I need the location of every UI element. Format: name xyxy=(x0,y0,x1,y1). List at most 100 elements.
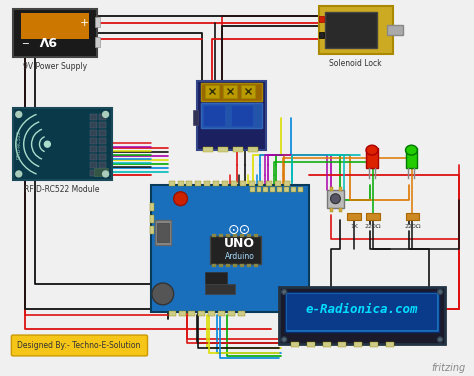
Bar xyxy=(179,311,185,316)
Bar xyxy=(99,170,106,176)
Text: Solenoid Lock: Solenoid Lock xyxy=(329,59,382,68)
Bar xyxy=(218,311,225,316)
Bar xyxy=(90,114,97,120)
Bar xyxy=(319,6,392,54)
Bar xyxy=(90,154,97,160)
Bar xyxy=(157,223,169,243)
Bar xyxy=(99,162,106,168)
Bar xyxy=(246,264,251,267)
Bar xyxy=(219,234,223,237)
Bar xyxy=(256,187,262,192)
Bar xyxy=(307,343,315,347)
Bar xyxy=(13,109,111,180)
Bar xyxy=(178,181,183,186)
Ellipse shape xyxy=(406,145,418,155)
Bar xyxy=(347,212,361,220)
Bar xyxy=(13,9,97,57)
Bar xyxy=(99,114,106,120)
Bar xyxy=(275,181,281,186)
Bar xyxy=(406,212,419,220)
Text: Designed By:- Techno-E-Solution: Designed By:- Techno-E-Solution xyxy=(17,341,141,350)
Bar xyxy=(325,12,377,48)
Circle shape xyxy=(173,192,188,206)
Bar xyxy=(240,181,246,186)
Bar xyxy=(246,234,251,237)
Text: +: + xyxy=(80,18,90,28)
Bar xyxy=(189,311,195,316)
Bar xyxy=(203,147,213,152)
Bar xyxy=(99,130,106,136)
Circle shape xyxy=(282,337,287,342)
Bar xyxy=(339,187,342,191)
Bar xyxy=(319,32,324,38)
Bar xyxy=(250,187,255,192)
Bar xyxy=(95,17,100,27)
Bar xyxy=(233,234,237,237)
Bar xyxy=(287,294,437,330)
Bar xyxy=(155,220,171,245)
Bar xyxy=(212,264,216,267)
Bar xyxy=(264,187,268,192)
Bar xyxy=(150,215,154,223)
Bar xyxy=(366,148,378,168)
Bar xyxy=(233,147,243,152)
Bar xyxy=(257,181,264,186)
Bar xyxy=(151,185,309,312)
Bar xyxy=(266,181,273,186)
Bar xyxy=(90,138,97,144)
Bar xyxy=(354,343,362,347)
Bar xyxy=(99,146,106,152)
Bar xyxy=(366,212,380,220)
Circle shape xyxy=(282,290,287,294)
Text: fritzing: fritzing xyxy=(432,363,466,373)
FancyBboxPatch shape xyxy=(11,335,147,356)
Circle shape xyxy=(16,171,22,177)
Bar xyxy=(90,170,97,176)
Circle shape xyxy=(45,141,50,147)
Ellipse shape xyxy=(366,145,378,155)
Text: Arduino: Arduino xyxy=(225,252,255,261)
Bar xyxy=(323,343,330,347)
Bar xyxy=(94,168,108,176)
Bar xyxy=(238,311,245,316)
Bar xyxy=(99,154,106,160)
Text: RFID-RC522: RFID-RC522 xyxy=(16,130,21,159)
Bar xyxy=(150,203,154,211)
Bar xyxy=(285,292,439,332)
Bar xyxy=(240,264,244,267)
Bar xyxy=(21,13,89,39)
Circle shape xyxy=(438,337,443,342)
Text: UNO: UNO xyxy=(224,237,255,250)
Text: ─: ─ xyxy=(22,39,27,49)
Bar xyxy=(223,85,237,98)
Text: 9V: 9V xyxy=(38,33,56,45)
Bar xyxy=(319,16,324,22)
Bar xyxy=(226,264,230,267)
Bar xyxy=(222,181,228,186)
Circle shape xyxy=(16,111,22,117)
Bar xyxy=(99,138,106,144)
Text: 220Ω: 220Ω xyxy=(404,223,421,229)
Bar xyxy=(90,122,97,128)
Bar xyxy=(198,311,205,316)
Bar xyxy=(231,105,253,126)
Bar xyxy=(90,146,97,152)
Bar xyxy=(406,148,418,168)
Text: e-Radionica.com: e-Radionica.com xyxy=(306,303,419,316)
Bar xyxy=(231,181,237,186)
Bar xyxy=(213,181,219,186)
Bar xyxy=(95,37,100,47)
Bar xyxy=(212,234,216,237)
Bar xyxy=(327,190,344,208)
Bar xyxy=(210,237,262,264)
Bar xyxy=(201,83,263,100)
Bar xyxy=(201,103,263,128)
Circle shape xyxy=(330,194,340,204)
Bar xyxy=(370,343,378,347)
Bar xyxy=(205,272,227,284)
Bar xyxy=(228,311,235,316)
Bar xyxy=(339,208,342,212)
Circle shape xyxy=(152,283,173,305)
Bar xyxy=(195,181,201,186)
Bar xyxy=(270,187,275,192)
